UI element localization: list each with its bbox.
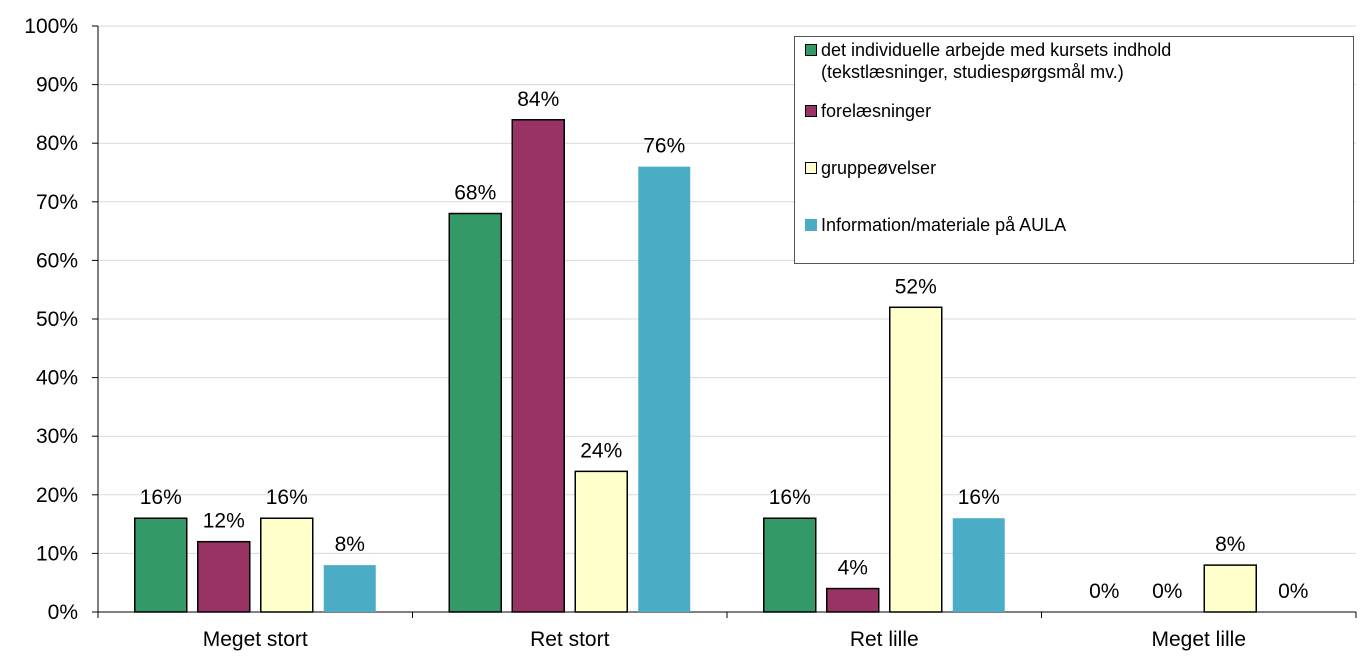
data-label: 16% [140,486,182,509]
y-tick-label: 60% [36,249,78,272]
y-tick-label: 50% [36,308,78,331]
gridlines [98,25,1356,554]
legend-swatch-gruppeoevelser [805,162,817,174]
data-label: 16% [769,486,811,509]
y-tick-label: 80% [36,132,78,155]
y-tick-label: 0% [48,601,78,624]
data-labels: 16% 12% 16% 8% 68% 84% 24% 76% 16% 4% 52% 16% 0% 0% 8%… [140,88,1309,603]
data-label: 0% [1278,580,1308,603]
y-tick-label: 100% [24,15,78,38]
data-label: 0% [1089,580,1119,603]
category-label: Meget lille [1151,628,1246,651]
data-label: 16% [958,486,1000,509]
data-label: 8% [335,533,365,556]
legend-swatch-forelaesninger [805,105,817,117]
category-label: Ret stort [530,628,610,651]
bar [197,540,251,613]
data-label: 0% [1152,580,1182,603]
data-label: 76% [643,135,685,158]
data-label: 52% [895,275,937,298]
y-tick-label: 10% [36,542,78,565]
bar [1203,564,1257,613]
bar [448,212,502,613]
y-tick-labels: 0% 10% 20% 30% 40% 50% 60% 70% 80% 90% 100% [24,15,78,624]
y-tick-label: 70% [36,191,78,214]
bar [574,470,628,613]
data-label: 12% [203,510,245,533]
data-label: 84% [517,88,559,111]
bars [134,119,1257,613]
y-tick-label: 40% [36,367,78,390]
legend-item-aula: Information/materiale på AULA [805,214,1066,236]
bar [134,517,188,613]
bar [826,587,880,613]
bar [638,166,691,612]
data-label: 4% [838,557,868,580]
legend-item-individuelle: det individuelle arbejde med kursets ind… [805,39,1171,83]
legend-item-forelaesninger: forelæsninger [805,100,931,122]
y-tick-label: 90% [36,74,78,97]
legend-label: gruppeøvelser [821,158,937,178]
bar [323,565,376,612]
legend-label: forelæsninger [821,101,932,121]
y-tick-label: 30% [36,425,78,448]
data-label: 16% [266,486,308,509]
bar [511,119,565,613]
legend-swatch-individuelle [805,44,817,56]
category-label: Ret lille [850,628,919,651]
bar [889,306,943,613]
bar [952,518,1005,612]
legend-swatch-aula [805,219,817,231]
legend-item-gruppeoevelser: gruppeøvelser [805,157,936,179]
y-tick-label: 20% [36,484,78,507]
data-label: 68% [454,182,496,205]
legend: det individuelle arbejde med kursets ind… [794,36,1354,264]
legend-label: Information/materiale på AULA [821,215,1067,235]
category-label: Meget stort [203,628,308,651]
bar [763,517,817,613]
data-label: 24% [580,439,622,462]
legend-label: det individuelle arbejde med kursets ind… [821,40,1172,82]
data-label: 8% [1215,533,1245,556]
category-labels: Meget stort Ret stort Ret lille Meget lille [203,628,1246,651]
bar [260,517,314,613]
